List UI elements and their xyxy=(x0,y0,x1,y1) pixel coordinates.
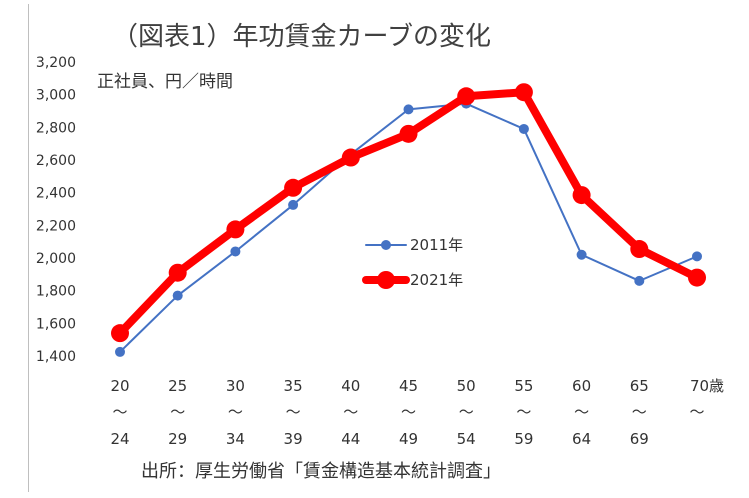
x-tick-label-start: 70歳 xyxy=(690,377,724,395)
y-tick-label: 1,800 xyxy=(36,284,76,300)
legend-entry: 2011年 xyxy=(365,236,463,254)
x-tick-label-tilde: ～ xyxy=(170,403,185,421)
data-point xyxy=(688,268,706,287)
y-axis: 1,400 1,600 1,800 2,000 2,200 2,400 2,600 2,800… xyxy=(36,55,76,365)
x-tick-label-start: 30 xyxy=(226,377,245,395)
x-tick-label-start: 65 xyxy=(630,377,649,395)
x-tick-label-tilde: ～ xyxy=(632,403,647,421)
x-tick-label-start: 55 xyxy=(514,377,533,395)
x-tick-label-end: 39 xyxy=(284,430,303,448)
x-tick-label-end: 64 xyxy=(572,430,591,448)
data-point xyxy=(172,290,183,301)
data-point xyxy=(514,83,533,102)
x-tick-label-tilde: ～ xyxy=(286,403,301,421)
x-tick-label-tilde: ～ xyxy=(401,403,416,421)
data-point xyxy=(576,249,587,260)
legend-marker xyxy=(377,271,395,289)
y-tick-label: 1,400 xyxy=(36,349,76,365)
x-tick-label-start: 50 xyxy=(457,377,476,395)
data-point xyxy=(399,124,418,143)
y-tick-label: 2,800 xyxy=(36,120,76,136)
data-point xyxy=(457,87,476,106)
data-point xyxy=(518,123,529,134)
chart-title: （図表1）年功賃金カーブの変化 xyxy=(112,22,491,52)
y-tick-label: 3,000 xyxy=(36,88,76,104)
x-tick-label-end: 34 xyxy=(226,430,245,448)
x-tick-label-tilde: ～ xyxy=(459,403,474,421)
data-point xyxy=(230,246,241,257)
legend: 2011年 2021年 xyxy=(362,236,463,289)
data-point xyxy=(630,240,649,259)
unit-label: 正社員、円／時間 xyxy=(97,72,233,92)
x-tick-label-tilde: ～ xyxy=(689,403,704,421)
source-note: 出所：厚生労働省「賃金構造基本統計調査」 xyxy=(141,461,501,482)
data-point xyxy=(115,346,125,357)
x-tick-label-start: 45 xyxy=(399,377,418,395)
frame-left-border xyxy=(28,4,29,492)
y-tick-label: 2,400 xyxy=(36,186,76,202)
data-point xyxy=(226,220,245,239)
legend-label: 2021年 xyxy=(410,271,463,289)
data-point xyxy=(111,324,129,343)
x-tick-label-start: 60 xyxy=(572,377,591,395)
series-1 xyxy=(111,83,706,343)
x-tick-label-end: 24 xyxy=(110,430,129,448)
data-point xyxy=(168,263,187,282)
x-tick-label-tilde: ～ xyxy=(516,403,531,421)
data-point xyxy=(284,178,303,197)
y-tick-label: 1,600 xyxy=(36,316,76,332)
x-tick-label-end: 59 xyxy=(514,430,533,448)
x-tick-label-start: 40 xyxy=(341,377,360,395)
x-tick-label-end: 29 xyxy=(168,430,187,448)
x-tick-label-end: 69 xyxy=(630,430,649,448)
x-tick-label-tilde: ～ xyxy=(574,403,589,421)
x-tick-label-start: 20 xyxy=(110,377,129,395)
data-point xyxy=(634,275,645,286)
legend-label: 2011年 xyxy=(410,236,463,254)
x-tick-label-start: 25 xyxy=(168,377,187,395)
y-tick-label: 2,000 xyxy=(36,251,76,267)
x-tick-label-start: 35 xyxy=(284,377,303,395)
data-point xyxy=(403,104,414,115)
x-tick-label-tilde: ～ xyxy=(343,403,358,421)
y-tick-label: 2,600 xyxy=(36,153,76,169)
x-axis: 20 ～ 24 25 ～ 29 30 ～ 34 35 ～ 39 40 ～ 44 45 ～ 49 50 ～ 54 55 ～ 59… xyxy=(110,377,724,448)
y-tick-label: 2,200 xyxy=(36,218,76,234)
data-point xyxy=(341,148,360,167)
legend-marker xyxy=(381,240,391,250)
data-point xyxy=(288,199,299,210)
x-tick-label-tilde: ～ xyxy=(112,403,127,421)
legend-entry: 2021年 xyxy=(362,271,463,289)
x-tick-label-tilde: ～ xyxy=(228,403,243,421)
y-tick-label: 3,200 xyxy=(36,55,76,71)
x-tick-label-end: 54 xyxy=(457,430,476,448)
x-tick-label-end: 49 xyxy=(399,430,418,448)
data-point xyxy=(572,186,591,205)
x-tick-label-end: 44 xyxy=(341,430,360,448)
data-point xyxy=(692,251,702,262)
series-layer xyxy=(111,83,706,357)
